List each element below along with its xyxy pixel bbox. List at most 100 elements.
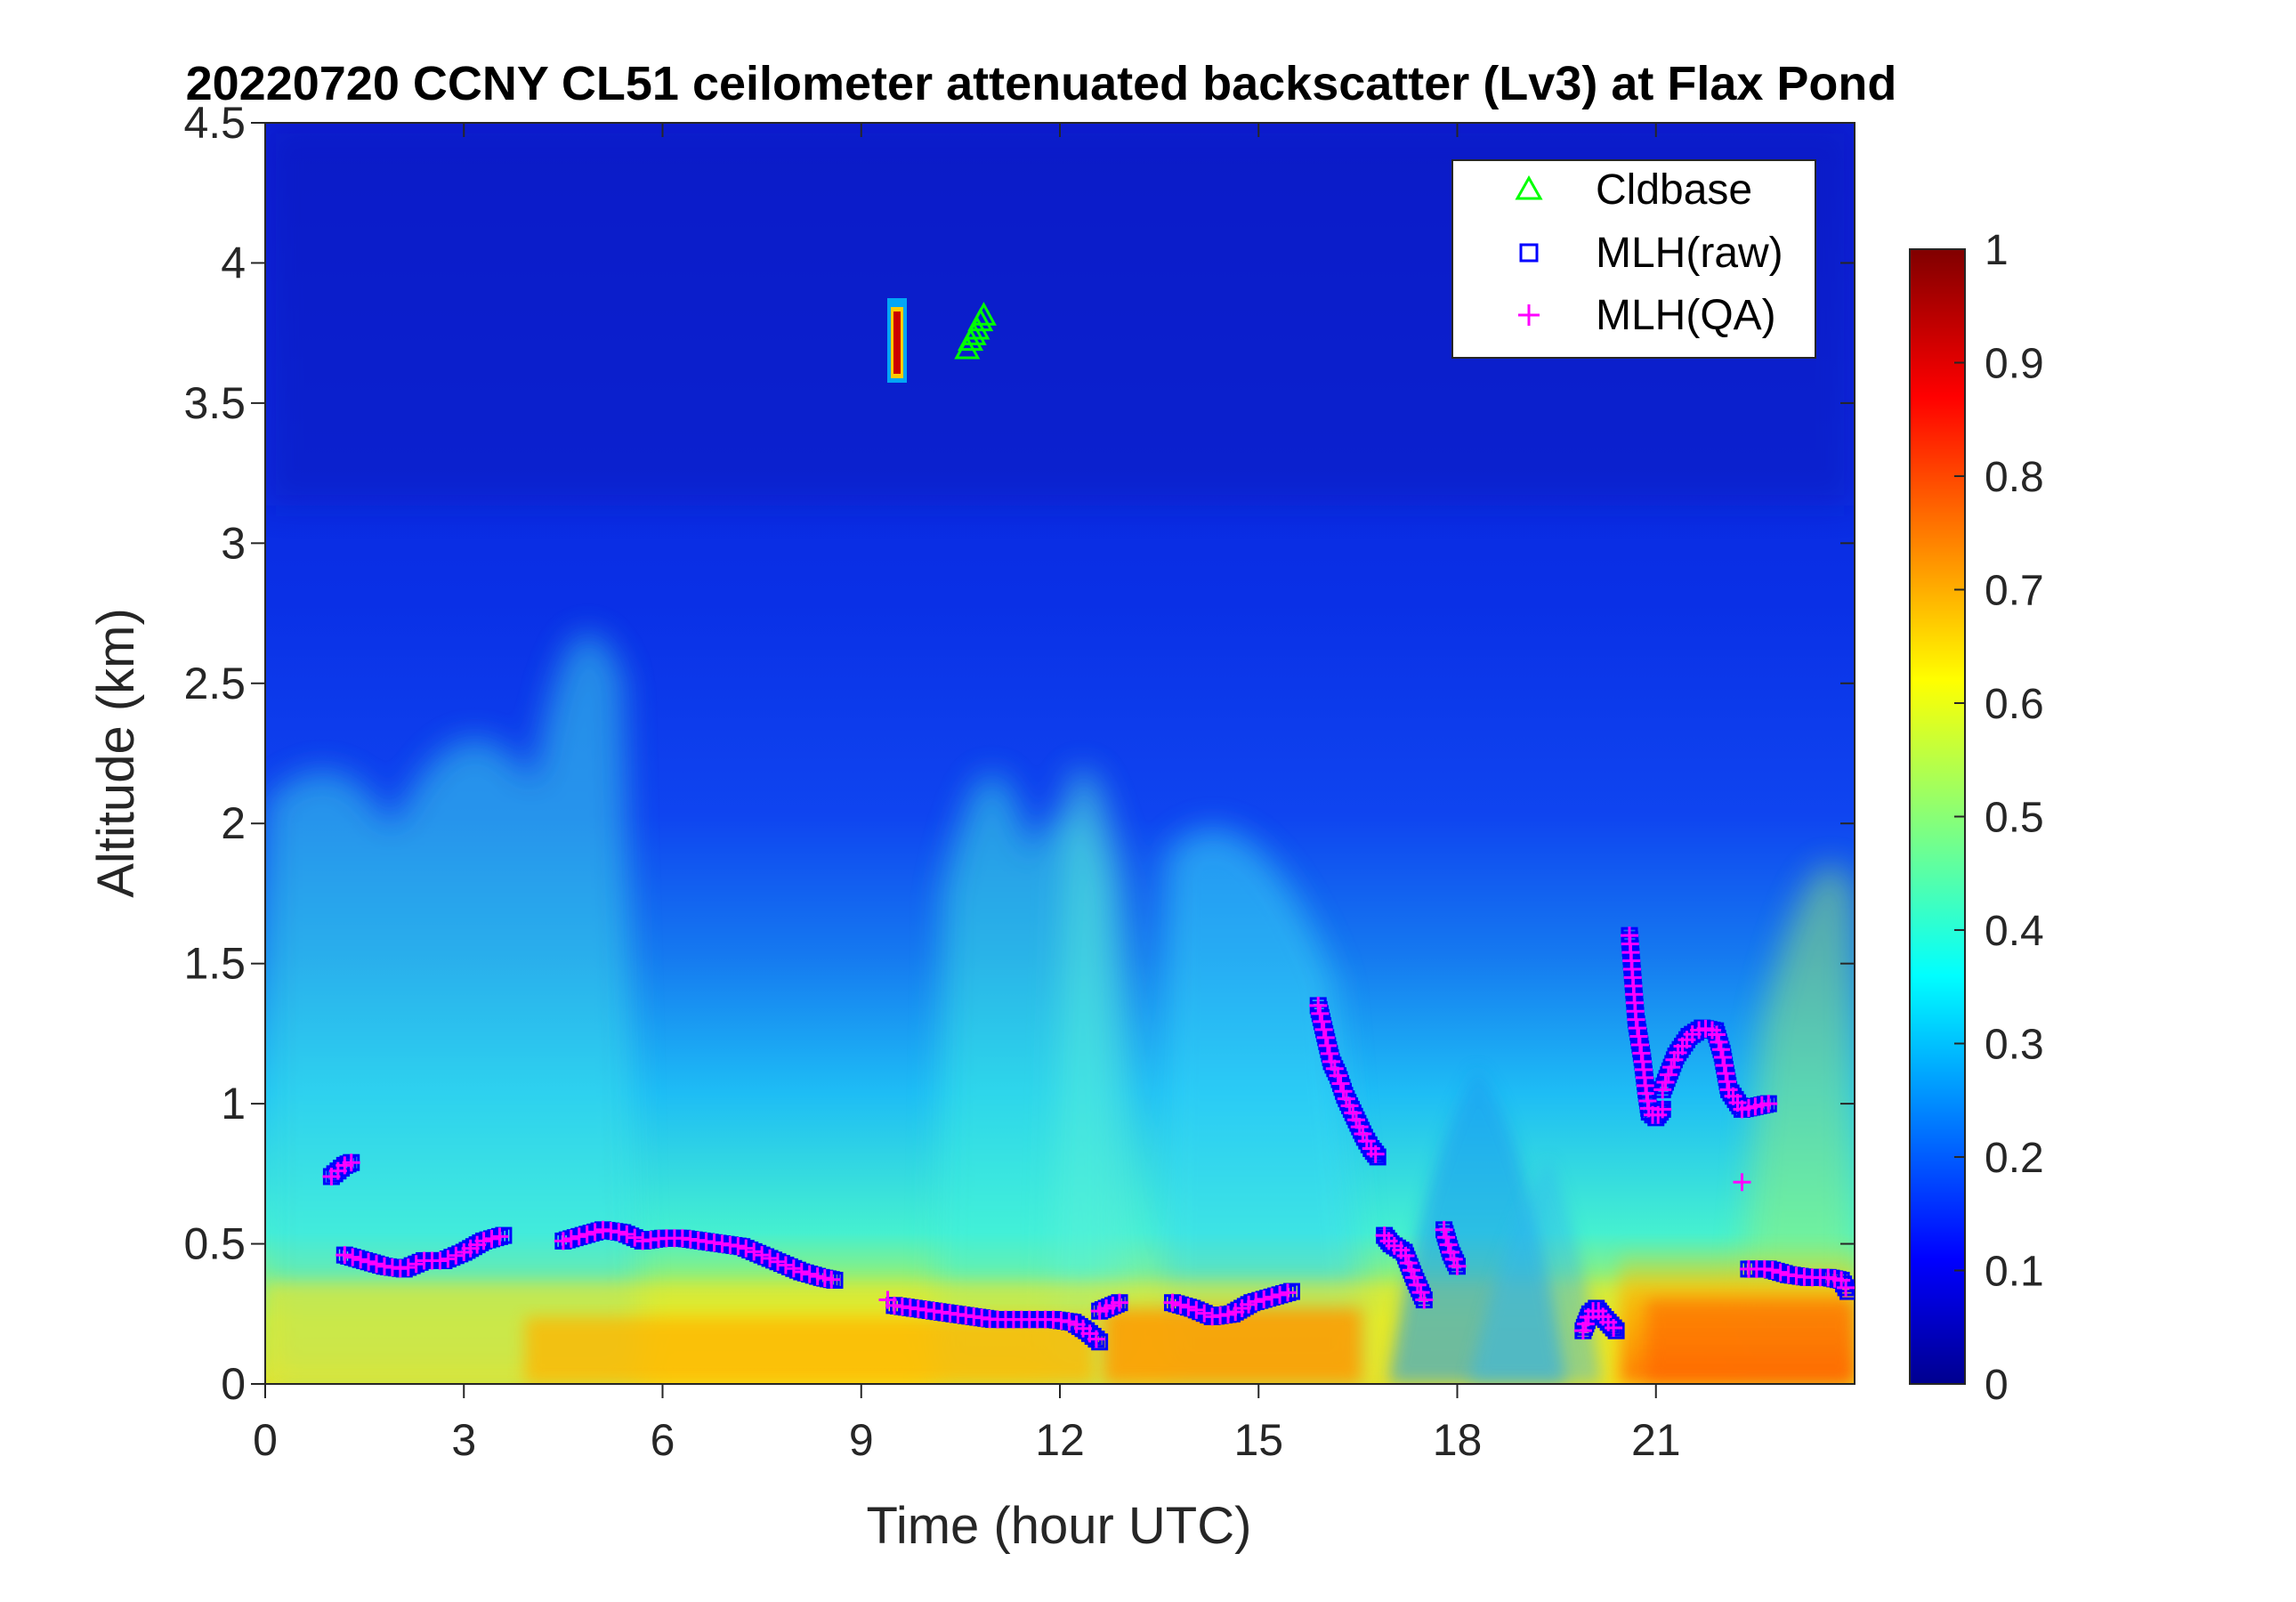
mlh-qa-marker [407,1255,425,1274]
mlh-qa-marker [431,1251,449,1270]
legend-plus-icon [1518,304,1540,326]
mlh-qa-marker [1439,1235,1458,1254]
mlh-qa-marker [1311,1004,1330,1023]
mlh-qa-marker [1771,1263,1790,1282]
mlh-qa-marker [1718,1072,1736,1091]
x-tick-label: 9 [849,1415,874,1465]
mlh-qa-marker [1408,1275,1427,1294]
mlh-qa-marker [1715,1056,1734,1075]
x-tick-label: 3 [451,1415,476,1465]
mlh-qa-marker [1703,1021,1721,1040]
mlh-qa-marker [360,1252,378,1271]
mlh-qa-marker [474,1232,493,1250]
mlh-qa-marker [1659,1065,1678,1084]
mlh-raw-marker [1091,1333,1109,1351]
mlh-qa-marker [1278,1283,1297,1302]
mlh-qa-marker [1366,1145,1385,1163]
mlh-qa-marker [1717,1064,1735,1083]
mlh-qa-marker [1110,1293,1128,1312]
mlh-qa-marker [1318,1036,1337,1055]
mlh-qa-marker [1357,1132,1376,1151]
legend-triangle-icon [1515,174,1543,200]
mlh-qa-marker [1187,1300,1206,1319]
mlh-qa-marker [1711,1040,1730,1059]
mlh-qa-marker [439,1250,457,1268]
mlh-qa-marker [482,1229,501,1248]
colorbar-tick-label: 0.3 [1985,1022,2044,1069]
mlh-qa-marker [1733,1173,1751,1192]
chart-title: 20220720 CCNY CL51 ceilometer attenuated… [186,57,1897,110]
mlh-qa-marker [1763,1261,1782,1280]
mlh-qa-marker [1255,1290,1273,1308]
mlh-raw-marker [1364,1143,1382,1161]
legend-square-icon [1519,243,1539,263]
mlh-qa-marker [1837,1278,1855,1297]
mlh-qa-marker [1195,1304,1214,1323]
mlh-qa-marker [1263,1288,1281,1307]
mlh-qa-marker [1653,1100,1672,1119]
x-tick-label: 15 [1233,1415,1283,1465]
cldbase-marker [970,302,997,326]
x-tick-label: 0 [253,1415,278,1465]
colorbar-tick-label: 0.5 [1985,795,2044,842]
y-tick-label: 3 [221,518,246,568]
x-tick-label: 12 [1035,1415,1085,1465]
mlh-qa-marker [1247,1292,1265,1311]
legend-label: MLH(QA) [1596,292,1776,339]
mlh-qa-marker [610,1223,628,1242]
mlh-qa-marker [1316,1028,1335,1047]
y-tick-label: 3.5 [183,378,246,428]
mlh-qa-marker [878,1290,897,1309]
mlh-qa-marker [562,1229,580,1248]
y-tick-label: 2.5 [183,659,246,708]
mlh-qa-marker [1331,1074,1350,1093]
legend-label: MLH(raw) [1596,230,1783,277]
mlh-qa-marker [578,1225,596,1243]
mlh-qa-marker [342,1153,360,1172]
colorbar-tick-label: 0.6 [1985,681,2044,728]
mlh-qa-marker [800,1265,819,1283]
mlh-qa-marker [1437,1228,1456,1247]
mlh-qa-marker [1313,1012,1331,1031]
mlh-qa-marker [1329,1066,1347,1085]
markers-layer [322,302,1855,1351]
x-tick-label: 18 [1433,1415,1483,1465]
legend: Cldbase MLH(raw) MLH(QA) [1451,159,1816,359]
mlh-qa-marker [352,1250,370,1269]
mlh-qa-marker [1060,1313,1079,1331]
mlh-qa-marker [1240,1295,1258,1314]
mlh-raw-marker [1413,1287,1431,1305]
mlh-qa-marker [1179,1298,1198,1316]
mlh-qa-marker [768,1252,787,1271]
mlh-qa-marker [1309,996,1328,1015]
mlh-qa-marker [753,1246,772,1265]
mlh-qa-marker [1163,1293,1182,1312]
mlh-qa-marker [1653,1080,1672,1099]
mlh-qa-marker [368,1255,386,1274]
mlh-qa-marker [1435,1220,1453,1239]
y-tick-label: 2 [221,798,246,848]
mlh-qa-marker [729,1237,748,1256]
colorbar-tick-label: 1 [1985,227,2009,274]
mlh-qa-marker [1087,1330,1105,1348]
mlh-raw-marker [1839,1282,1855,1300]
colorbar-tick-label: 0.4 [1985,908,2044,955]
mlh-qa-marker [618,1225,636,1243]
mlh-qa-marker [336,1246,354,1265]
mlh-qa-marker [776,1256,795,1274]
mlh-qa-marker [1411,1283,1430,1302]
mlh-qa-marker [1656,1072,1675,1091]
mlh-qa-marker [1707,1025,1726,1044]
mlh-qa-marker [808,1267,827,1286]
mlh-qa-marker [1320,1044,1338,1063]
x-axis-label: Time (hour UTC) [867,1497,1252,1555]
mlh-qa-marker [344,1248,362,1266]
mlh-qa-marker [1271,1285,1289,1304]
mlh-qa-marker [626,1228,644,1247]
mlh-raw-marker [339,1155,357,1173]
mlh-qa-marker [1759,1095,1778,1113]
mlh-qa-marker [784,1259,803,1278]
y-tick-label: 0.5 [183,1219,246,1269]
mlh-qa-marker [745,1242,764,1261]
